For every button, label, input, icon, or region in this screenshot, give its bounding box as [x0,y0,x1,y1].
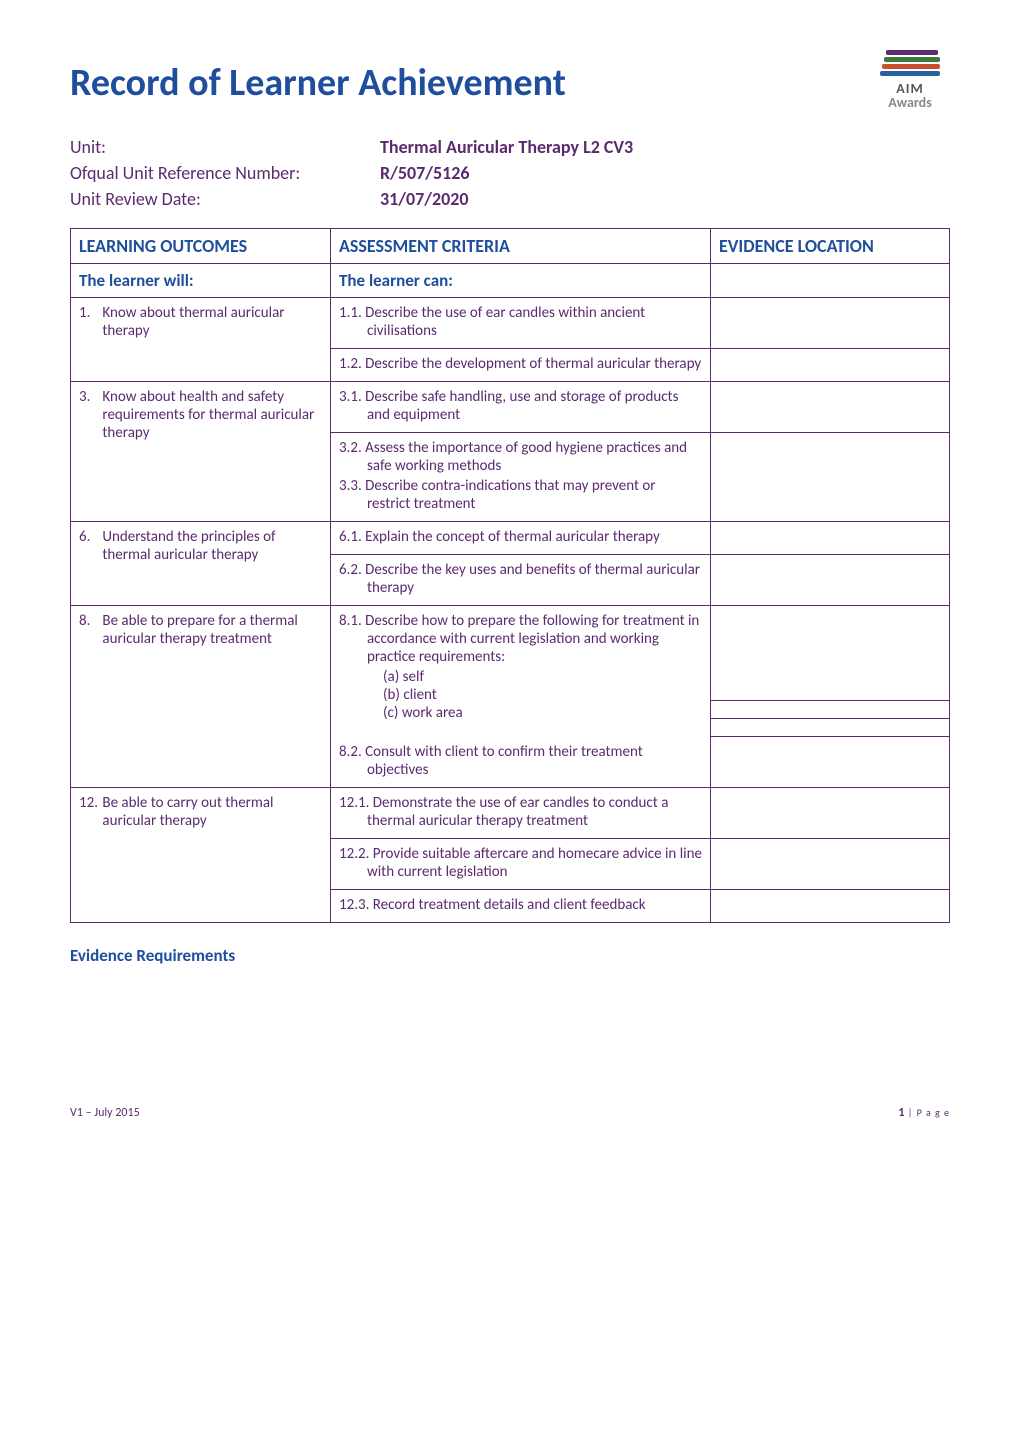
evidence-cell [711,701,950,719]
evidence-cell [711,838,950,889]
evidence-requirements-heading: Evidence Requirements [70,945,950,966]
table-header-row: LEARNING OUTCOMES ASSESSMENT CRITERIA EV… [71,229,950,264]
criteria-text: 3.2. Assess the importance of good hygie… [339,439,702,475]
th-evidence: EVIDENCE LOCATION [711,229,950,264]
evidence-cell [711,606,950,701]
table-row: 1. Know about thermal auricular therapy … [71,298,950,349]
outcome-cell: 6. Understand the principles of thermal … [71,522,331,606]
criteria-text: 8.2. Consult with client to confirm thei… [339,743,702,779]
criteria-cell: 3.1. Describe safe handling, use and sto… [331,382,711,433]
page-footer: V1 – July 2015 1 | P a g e [70,1106,950,1120]
sub-learner-can: The learner can: [331,264,711,298]
outcome-text: Be able to carry out thermal auricular t… [102,794,321,830]
criteria-cell: 3.2. Assess the importance of good hygie… [331,433,711,522]
meta-label-unit: Unit: [70,136,380,158]
evidence-cell [711,433,950,522]
sub-evidence [711,264,950,298]
evidence-cell [711,555,950,606]
criteria-cell: 1.2. Describe the development of thermal… [331,349,711,382]
outcome-cell: 3. Know about health and safety requirem… [71,382,331,522]
table-row: 3. Know about health and safety requirem… [71,382,950,433]
logo-awards: Awards [888,94,932,111]
footer-version: V1 – July 2015 [70,1106,140,1120]
table-row: 12. Be able to carry out thermal auricul… [71,787,950,838]
criteria-text: 6.1. Explain the concept of thermal auri… [339,528,702,546]
outcome-num: 12. [79,794,99,812]
criteria-cell: 12.3. Record treatment details and clien… [331,889,711,922]
outcomes-table: LEARNING OUTCOMES ASSESSMENT CRITERIA EV… [70,228,950,923]
th-criteria: ASSESSMENT CRITERIA [331,229,711,264]
criteria-cell: 1.1. Describe the use of ear candles wit… [331,298,711,349]
evidence-cell [711,737,950,788]
criteria-sub: (c) work area [339,704,702,722]
outcome-num: 8. [79,612,99,630]
criteria-cell: 12.1. Demonstrate the use of ear candles… [331,787,711,838]
footer-page: 1 | P a g e [898,1106,950,1120]
criteria-text: 12.3. Record treatment details and clien… [339,896,702,914]
outcome-cell: 8. Be able to prepare for a thermal auri… [71,606,331,788]
outcome-cell: 1. Know about thermal auricular therapy [71,298,331,382]
sub-learner-will: The learner will: [71,264,331,298]
criteria-cell: 8.2. Consult with client to confirm thei… [331,737,711,788]
evidence-cell [711,787,950,838]
page-label: | P a g e [904,1106,950,1119]
meta-value-ofqual: R/507/5126 [380,162,950,184]
evidence-cell [711,889,950,922]
outcome-cell: 12. Be able to carry out thermal auricul… [71,787,331,922]
table-subheader-row: The learner will: The learner can: [71,264,950,298]
criteria-text: 1.2. Describe the development of thermal… [339,355,702,373]
table-row: 6. Understand the principles of thermal … [71,522,950,555]
criteria-sub: (b) client [339,686,702,704]
criteria-cell: 8.1. Describe how to prepare the followi… [331,606,711,737]
criteria-text: 3.1. Describe safe handling, use and sto… [339,388,702,424]
logo-flag-icon [880,50,940,80]
outcome-num: 3. [79,388,99,406]
table-row: 8. Be able to prepare for a thermal auri… [71,606,950,701]
th-outcomes: LEARNING OUTCOMES [71,229,331,264]
criteria-cell: 6.2. Describe the key uses and benefits … [331,555,711,606]
meta-value-unit: Thermal Auricular Therapy L2 CV3 [380,136,950,158]
meta-label-ofqual: Ofqual Unit Reference Number: [70,162,380,184]
outcome-num: 6. [79,528,99,546]
criteria-cell: 6.1. Explain the concept of thermal auri… [331,522,711,555]
outcome-num: 1. [79,304,99,322]
logo-text: AIM Awards [880,82,940,110]
meta-value-review: 31/07/2020 [380,188,950,210]
criteria-cell: 12.2. Provide suitable aftercare and hom… [331,838,711,889]
criteria-text: 8.1. Describe how to prepare the followi… [339,612,702,666]
criteria-text: 12.1. Demonstrate the use of ear candles… [339,794,702,830]
outcome-text: Know about health and safety requirement… [102,388,321,442]
criteria-text: 3.3. Describe contra-indications that ma… [339,477,702,513]
criteria-text: 1.1. Describe the use of ear candles wit… [339,304,702,340]
criteria-text: 6.2. Describe the key uses and benefits … [339,561,702,597]
meta-label-review: Unit Review Date: [70,188,380,210]
criteria-sub: (a) self [339,668,702,686]
evidence-cell [711,349,950,382]
unit-meta: Unit: Thermal Auricular Therapy L2 CV3 O… [70,136,950,210]
evidence-cell [711,298,950,349]
page-title: Record of Learner Achievement [70,60,950,106]
evidence-cell [711,522,950,555]
aim-logo: AIM Awards [880,50,940,110]
outcome-text: Understand the principles of thermal aur… [102,528,321,564]
evidence-cell [711,719,950,737]
outcome-text: Be able to prepare for a thermal auricul… [102,612,321,648]
evidence-cell [711,382,950,433]
outcome-text: Know about thermal auricular therapy [102,304,321,340]
criteria-text: 12.2. Provide suitable aftercare and hom… [339,845,702,881]
